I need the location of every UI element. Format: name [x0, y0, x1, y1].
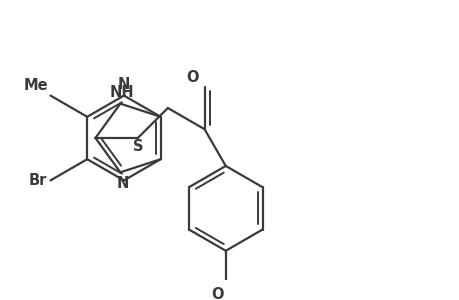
- Text: Me: Me: [23, 78, 48, 93]
- Text: N: N: [118, 77, 130, 92]
- Text: O: O: [211, 287, 223, 300]
- Text: N: N: [116, 176, 129, 191]
- Text: Br: Br: [29, 173, 47, 188]
- Text: O: O: [186, 70, 199, 85]
- Text: S: S: [132, 139, 143, 154]
- Text: NH: NH: [109, 85, 134, 100]
